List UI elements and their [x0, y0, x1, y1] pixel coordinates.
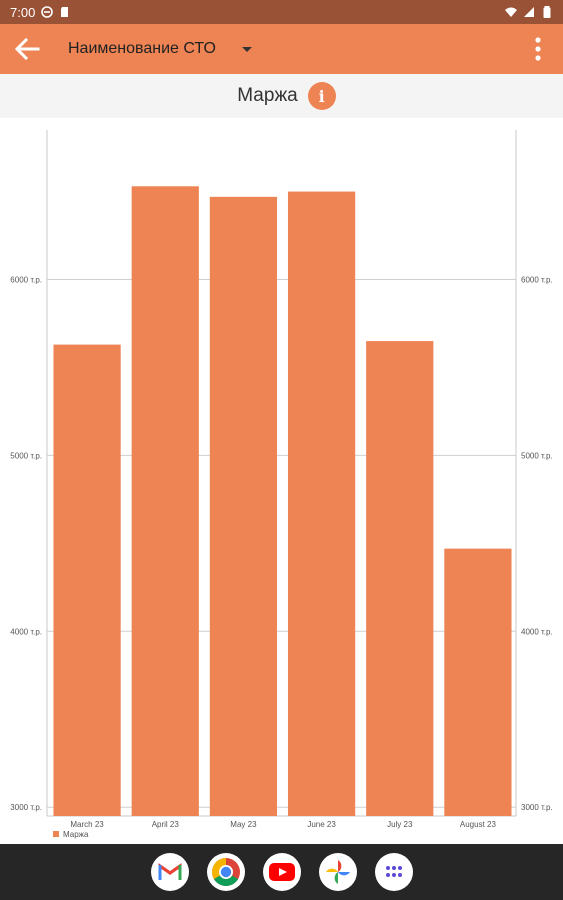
x-tick-label: June 23: [307, 820, 336, 829]
battery-icon: [543, 6, 551, 18]
y-tick-label-right: 5000 т.р.: [521, 451, 553, 460]
y-tick-label-right: 3000 т.р.: [521, 803, 553, 812]
photos-glyph: [325, 860, 350, 884]
x-tick-label: May 23: [230, 820, 257, 829]
bar: [131, 186, 199, 816]
bar: [287, 191, 356, 817]
app-bar: Наименование СТО: [0, 24, 563, 74]
cellular-icon: [524, 7, 534, 17]
more-vert-icon: [535, 37, 541, 61]
app-drawer-icon[interactable]: [374, 853, 413, 891]
station-dropdown[interactable]: Наименование СТО: [68, 40, 252, 58]
bar: [444, 548, 512, 816]
y-tick-label-right: 4000 т.р.: [521, 627, 553, 636]
dock: [0, 844, 563, 900]
gmail-glyph: [158, 863, 181, 880]
y-tick-label-right: 6000 т.р.: [521, 276, 553, 285]
x-tick-label: August 23: [460, 820, 497, 829]
bar-chart: 3000 т.р. 3000 т.р. 4000 т.р. 4000 т.р. 5000…: [0, 118, 563, 844]
overflow-menu-button[interactable]: [513, 24, 563, 74]
wifi-icon: [505, 7, 517, 17]
y-tick-label-left: 6000 т.р.: [10, 276, 42, 285]
x-tick-label: March 23: [70, 820, 104, 829]
info-button[interactable]: i: [307, 82, 336, 110]
youtube-glyph: [268, 863, 295, 881]
y-tick-label-left: 3000 т.р.: [10, 803, 42, 812]
legend-swatch: [53, 831, 59, 837]
data-saver-icon: [41, 6, 54, 18]
legend-label: Маржа: [63, 830, 89, 839]
chrome-icon[interactable]: [206, 853, 245, 891]
station-dropdown-label: Наименование СТО: [68, 40, 216, 57]
info-icon: i: [318, 86, 325, 106]
status-bar: 7:00: [0, 0, 563, 24]
x-tick-label: July 23: [387, 820, 413, 829]
x-tick-label: April 23: [152, 820, 180, 829]
youtube-icon[interactable]: [262, 853, 301, 891]
bar: [366, 341, 434, 816]
app-drawer-glyph: [385, 866, 402, 877]
page-title: Маржа: [237, 85, 298, 106]
photos-icon[interactable]: [318, 853, 357, 891]
back-button[interactable]: [0, 24, 54, 74]
chrome-glyph: [211, 858, 240, 886]
y-tick-label-left: 5000 т.р.: [10, 451, 42, 460]
bar: [53, 344, 121, 816]
bar: [209, 196, 278, 816]
y-tick-label-left: 4000 т.р.: [10, 627, 42, 636]
arrow-back-icon: [14, 38, 40, 60]
chart-canvas: 3000 т.р. 3000 т.р. 4000 т.р. 4000 т.р. 5000…: [10, 130, 553, 839]
status-time: 7:00: [10, 4, 36, 20]
title-row: Маржа i: [0, 74, 563, 118]
chevron-down-icon: [241, 46, 252, 52]
gmail-icon[interactable]: [150, 853, 189, 891]
sd-card-icon: [61, 7, 69, 17]
